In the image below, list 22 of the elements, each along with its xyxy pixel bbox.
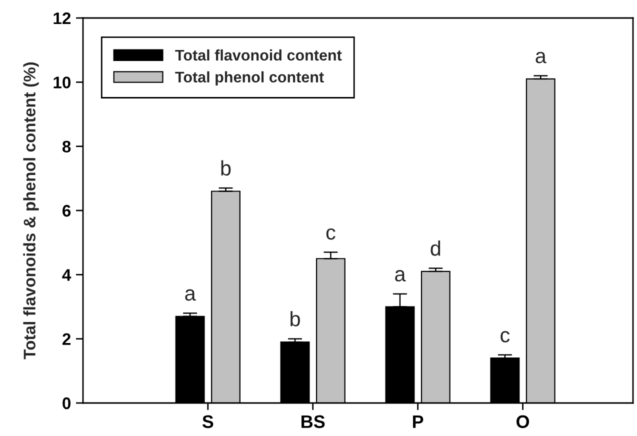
data-label: b [221,160,231,176]
y-tick-label: 10 [54,76,71,88]
y-tick-label: 12 [54,12,71,24]
x-tick-label: S [202,415,214,428]
legend-label: Total flavonoid content [175,49,342,61]
legend-label: Total phenol content [175,71,324,86]
data-label: a [536,52,546,64]
y-tick-label: 8 [62,140,71,153]
data-label: c [326,228,336,240]
data-label: b [290,311,300,326]
y-tick-label: 6 [62,204,71,217]
x-tick-label: P [413,415,424,428]
y-axis-title: Total flavonoids & phenol content (%) [23,62,39,360]
x-tick-label: BS [302,415,325,428]
y-tick-label: 0 [62,397,71,410]
data-label: d [430,240,440,256]
data-label: a [395,270,406,282]
data-label: c [500,331,510,342]
data-label: a [185,289,196,301]
y-tick-label: 4 [62,269,72,281]
y-tick-label: 2 [62,333,71,345]
x-tick-label: O [516,415,530,428]
